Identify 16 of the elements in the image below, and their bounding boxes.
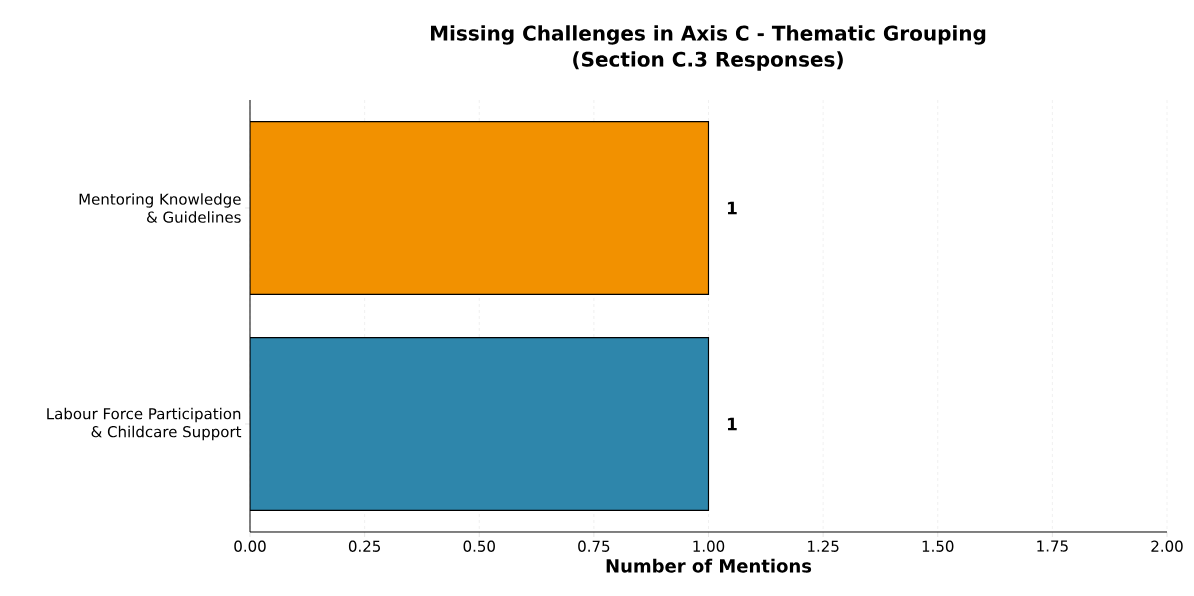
data-label: 1 [727, 417, 737, 431]
x-tick-label: 0.75 [578, 540, 610, 552]
x-tick-label: 1.75 [1037, 540, 1068, 552]
x-tick-label: 0.50 [463, 540, 495, 552]
x-tick-label: 0.25 [348, 540, 381, 552]
y-tick-label: Labour Force Participation & Childcare Support [47, 407, 242, 441]
x-tick-label: 2.00 [1151, 540, 1183, 552]
x-tick-label: 1.50 [922, 540, 954, 552]
x-tick-label: 1.00 [693, 540, 725, 552]
chart-subtitle: (Section C.3 Responses) [573, 51, 843, 71]
data-label: 1 [727, 201, 737, 215]
x-tick-label: 0.00 [234, 540, 266, 552]
y-tick-label: Mentoring Knowledge & Guidelines [79, 193, 241, 223]
x-axis-title: Number of Mentions [606, 558, 812, 573]
x-tick-label: 1.25 [808, 540, 839, 552]
chart-title: Missing Challenges in Axis C - Thematic Grouping [431, 25, 986, 45]
